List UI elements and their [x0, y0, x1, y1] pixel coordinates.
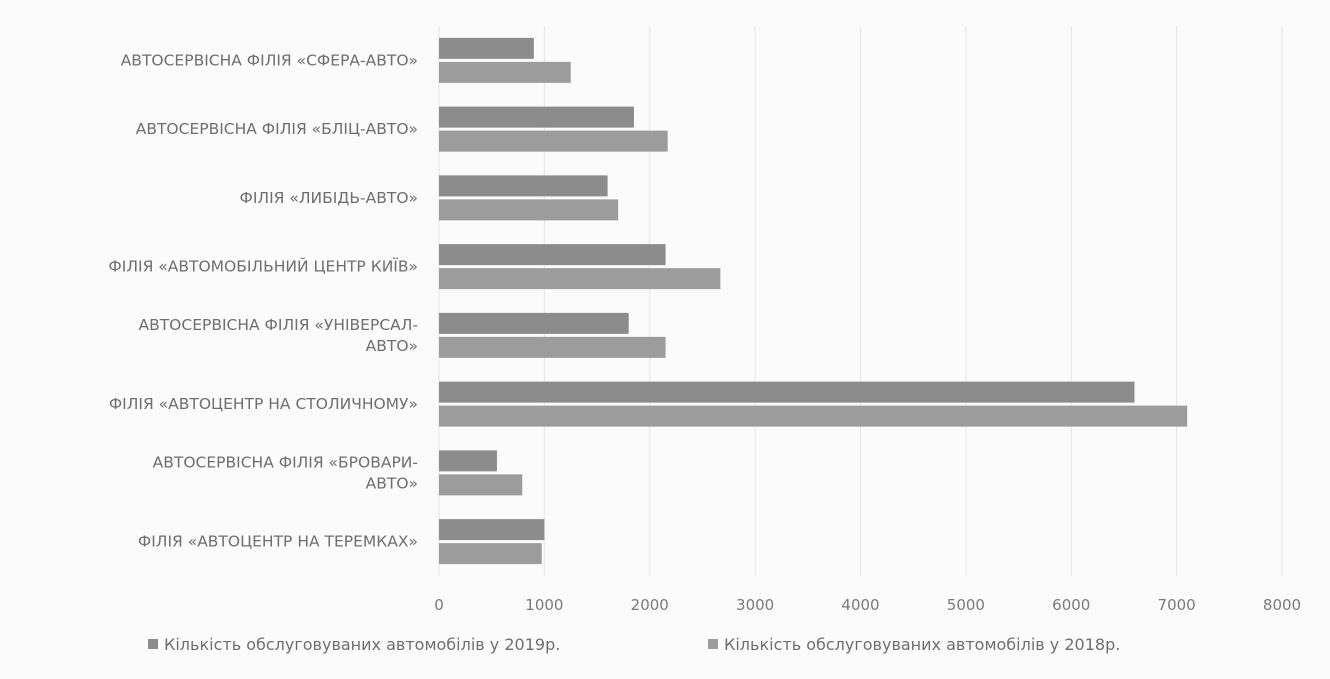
category-label-7: АВТОСЕРВІСНА ФІЛІЯ «БЛІЦ-АВТО» [136, 120, 418, 138]
bar-series2-cat3 [439, 405, 1188, 427]
x-tick-label-0: 0 [434, 596, 444, 614]
legend-swatch-1 [148, 639, 158, 649]
category-label-8: АВТОСЕРВІСНА ФІЛІЯ «СФЕРА-АВТО» [121, 51, 418, 69]
bar-series1-cat4 [439, 312, 629, 334]
x-tick-label-7: 7000 [1158, 596, 1196, 614]
bar-series1-cat2 [439, 450, 497, 472]
bar-layer [439, 37, 1188, 565]
legend-label-2: Кількість обслуговуваних автомобілів у 2… [724, 635, 1120, 654]
bar-series2-cat1 [439, 543, 542, 565]
bar-series1-cat7 [439, 106, 634, 128]
bar-series2-cat4 [439, 336, 666, 358]
bar-series2-cat5 [439, 268, 721, 290]
category-label-5: ФІЛІЯ «АВТОМОБІЛЬНИЙ ЦЕНТР КИЇВ» [108, 257, 418, 276]
bar-series2-cat7 [439, 130, 668, 152]
x-tick-label-8: 8000 [1263, 596, 1301, 614]
bar-series1-cat5 [439, 244, 666, 266]
x-tick-label-3: 3000 [736, 596, 774, 614]
x-tick-label-4: 4000 [841, 596, 879, 614]
bar-series1-cat1 [439, 519, 545, 541]
legend-label-1: Кількість обслуговуваних автомобілів у 2… [164, 635, 560, 654]
category-labels: ФІЛІЯ «АВТОЦЕНТР НА ТЕРЕМКАХ» АВТОСЕРВІСН… [108, 51, 418, 550]
bar-series1-cat3 [439, 381, 1135, 403]
category-label-4: АВТОСЕРВІСНА ФІЛІЯ «УНІВЕРСАЛ-АВТО» [138, 316, 418, 355]
bar-series2-cat6 [439, 199, 619, 221]
bar-series2-cat8 [439, 61, 571, 83]
bar-series1-cat6 [439, 175, 608, 197]
category-label-1: ФІЛІЯ «АВТОЦЕНТР НА ТЕРЕМКАХ» [138, 533, 418, 551]
bar-series2-cat2 [439, 474, 523, 496]
category-label-6: ФІЛІЯ «ЛИБІДЬ-АВТО» [240, 189, 419, 207]
legend: Кількість обслуговуваних автомобілів у 2… [148, 635, 1120, 654]
bar-series1-cat8 [439, 37, 534, 59]
legend-swatch-2 [708, 639, 718, 649]
x-tick-label-1: 1000 [525, 596, 563, 614]
x-tick-label-6: 6000 [1052, 596, 1090, 614]
x-tick-label-2: 2000 [631, 596, 669, 614]
x-tick-label-5: 5000 [947, 596, 985, 614]
category-label-2: АВТОСЕРВІСНА ФІЛІЯ «БРОВАРИ-АВТО» [153, 453, 418, 492]
category-label-3: ФІЛІЯ «АВТОЦЕНТР НА СТОЛИЧНОМУ» [109, 395, 418, 413]
x-axis-ticks: 0 1000 2000 3000 4000 5000 6000 7000 8000 [434, 596, 1301, 614]
